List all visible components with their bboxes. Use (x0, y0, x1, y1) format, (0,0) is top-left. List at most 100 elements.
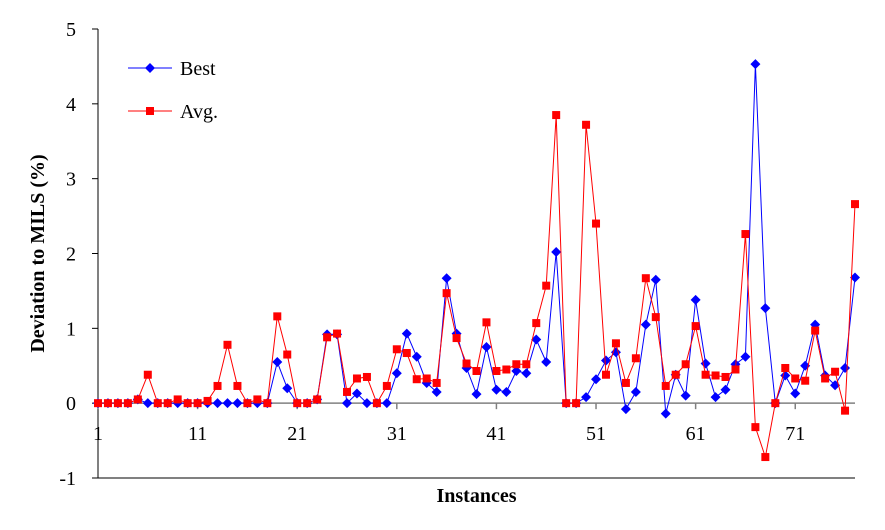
data-point (402, 349, 411, 358)
data-point (343, 387, 352, 396)
y-tick-label: 1 (66, 318, 76, 340)
data-point (491, 384, 502, 395)
data-point (193, 399, 202, 408)
data-point (581, 392, 592, 403)
data-point (611, 339, 620, 348)
data-point (680, 390, 691, 401)
data-point (791, 374, 800, 383)
data-point (711, 371, 720, 380)
data-point (831, 367, 840, 376)
data-point (631, 354, 640, 363)
data-point (401, 328, 412, 339)
data-point (333, 329, 342, 338)
data-point (481, 342, 492, 353)
data-point (233, 381, 242, 390)
data-point (760, 303, 771, 314)
data-point (472, 366, 481, 375)
data-point (521, 368, 532, 379)
data-point (142, 398, 153, 409)
legend: Best Avg. (128, 58, 218, 123)
data-point (243, 399, 252, 408)
data-point (542, 281, 551, 290)
data-point (342, 398, 353, 409)
data-point (650, 274, 661, 285)
data-point (541, 357, 552, 368)
legend-marker (145, 63, 155, 73)
data-point (751, 423, 760, 432)
data-point (392, 345, 401, 354)
data-point (511, 365, 522, 376)
legend-marker (146, 107, 154, 115)
data-point (431, 386, 442, 397)
data-point (432, 378, 441, 387)
data-point (272, 357, 283, 368)
data-point (482, 318, 491, 327)
data-point (600, 355, 611, 366)
data-point (222, 398, 233, 409)
data-point (492, 366, 501, 375)
y-tick-label: 3 (66, 169, 76, 191)
x-ticks: 1 11 21 31 41 51 61 71 (93, 403, 805, 445)
x-tick-label: 1 (93, 423, 103, 445)
data-point (153, 399, 162, 408)
data-point (811, 326, 820, 335)
y-tick-label: 5 (66, 19, 76, 41)
y-tick-label: 0 (66, 393, 76, 415)
data-point (572, 399, 581, 408)
data-point (771, 399, 780, 408)
y-tick-label: 2 (66, 244, 76, 266)
x-axis-title: Instances (436, 485, 516, 507)
data-point (740, 351, 751, 362)
data-point (840, 362, 851, 373)
y-tick-label: -1 (59, 468, 76, 490)
data-point (323, 333, 332, 342)
data-point (263, 399, 272, 408)
data-point (303, 399, 312, 408)
data-point (94, 399, 102, 408)
y-axis-title: Deviation to MILS (%) (27, 154, 49, 352)
data-point (361, 398, 372, 409)
data-point (313, 395, 322, 404)
data-point (362, 372, 371, 381)
data-point (720, 384, 731, 395)
data-point (502, 365, 511, 374)
data-point (133, 395, 142, 404)
series-line (98, 115, 856, 458)
data-point (641, 274, 650, 283)
data-point (562, 399, 571, 408)
data-point (452, 334, 461, 343)
x-tick-label: 51 (586, 423, 606, 445)
data-point (701, 370, 710, 379)
data-point (442, 289, 451, 298)
data-point (501, 386, 512, 397)
data-point (710, 392, 721, 403)
data-point (621, 378, 630, 387)
x-tick-label: 41 (486, 423, 506, 445)
data-point (781, 363, 790, 372)
data-point (681, 360, 690, 369)
data-point (163, 399, 172, 408)
data-point (183, 399, 192, 408)
data-point (591, 374, 602, 385)
data-point (630, 386, 641, 397)
data-point (750, 59, 761, 70)
data-point (582, 120, 591, 129)
data-point (412, 375, 421, 384)
series-1 (94, 111, 859, 462)
data-point (721, 372, 730, 381)
data-point (731, 365, 740, 374)
data-point (522, 360, 531, 369)
data-point (660, 408, 671, 419)
data-point (691, 322, 700, 331)
data-point (283, 350, 292, 359)
data-point (850, 272, 860, 283)
y-tick-label: 4 (66, 94, 76, 116)
data-point (761, 453, 770, 462)
data-point (411, 351, 422, 362)
data-point (232, 398, 243, 409)
data-point (173, 395, 182, 404)
data-point (123, 399, 132, 408)
series-layer (93, 59, 860, 462)
x-tick-label: 11 (188, 423, 207, 445)
